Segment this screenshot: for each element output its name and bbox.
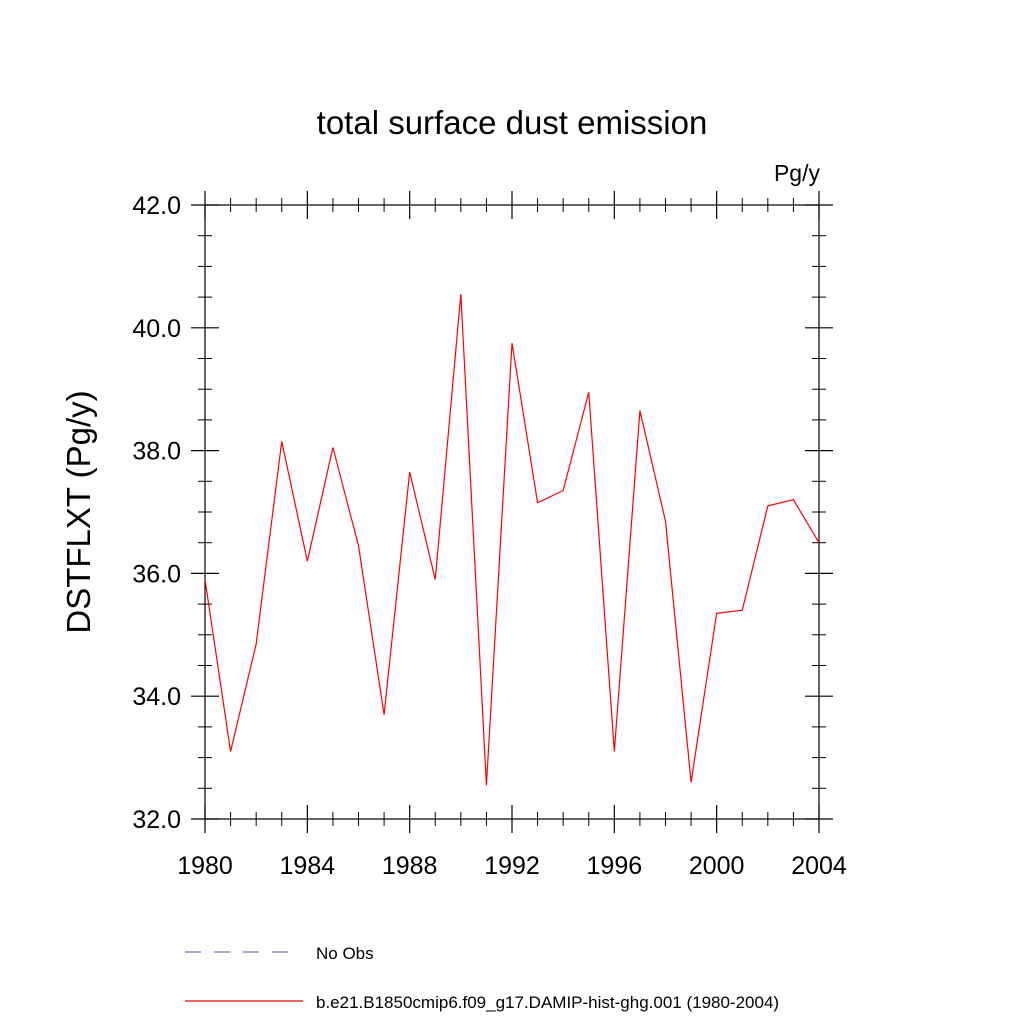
x-tick-label: 1988 [382, 852, 438, 880]
x-tick-label: 1996 [587, 852, 643, 880]
series-line [204, 293, 820, 786]
legend-label-no-obs: No Obs [316, 944, 374, 963]
x-tick-label: 2000 [689, 852, 745, 880]
y-tick-labels: 32.0 34.0 36.0 38.0 40.0 42.0 [132, 192, 181, 834]
units-label: Pg/y [774, 160, 821, 186]
x-tick-label: 1980 [177, 852, 233, 880]
y-tick-label: 36.0 [132, 560, 181, 588]
x-tick-label: 1992 [484, 852, 540, 880]
legend-label-model-run: b.e21.B1850cmip6.f09_g17.DAMIP-hist-ghg.… [316, 993, 779, 1012]
x-tick-labels: 1980 1984 1988 1992 1996 2000 2004 [177, 852, 847, 880]
y-tick-label: 32.0 [132, 806, 181, 834]
y-tick-label: 34.0 [132, 683, 181, 711]
x-tick-label: 1984 [280, 852, 336, 880]
series-layer [204, 293, 820, 786]
y-axis-label: DSTFLXT (Pg/y) [60, 390, 97, 633]
legend: No Obs b.e21.B1850cmip6.f09_g17.DAMIP-hi… [185, 944, 779, 1012]
chart-title: total surface dust emission [317, 104, 708, 141]
x-tick-label: 2004 [791, 852, 847, 880]
y-tick-label: 40.0 [132, 315, 181, 343]
y-tick-label: 38.0 [132, 438, 181, 466]
y-tick-label: 42.0 [132, 192, 181, 220]
axis-ticks [191, 191, 833, 833]
